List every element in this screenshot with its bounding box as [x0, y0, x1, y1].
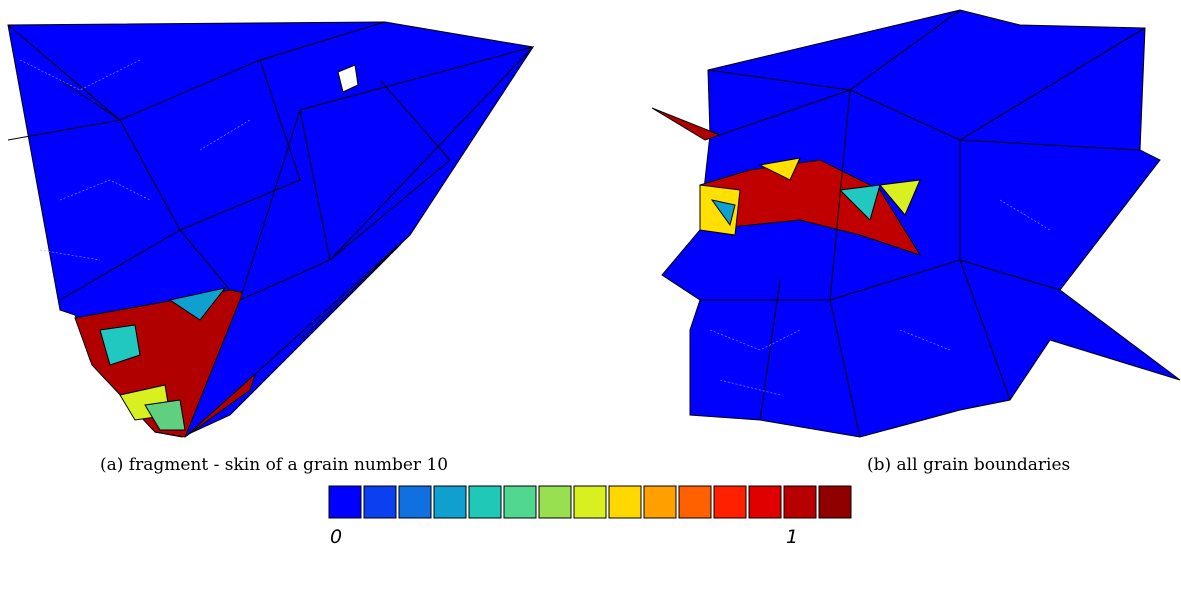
mesh-panel-a	[7, 21, 535, 438]
colorbar-max-label: 1	[786, 526, 798, 548]
colorbar	[328, 485, 852, 519]
colorbar-min-label: 0	[330, 526, 342, 548]
caption-b: (b) all grain boundaries	[867, 455, 1070, 475]
caption-a: (a) fragment - skin of a grain number 10	[100, 455, 448, 475]
mesh-panel-b	[651, 9, 1181, 438]
